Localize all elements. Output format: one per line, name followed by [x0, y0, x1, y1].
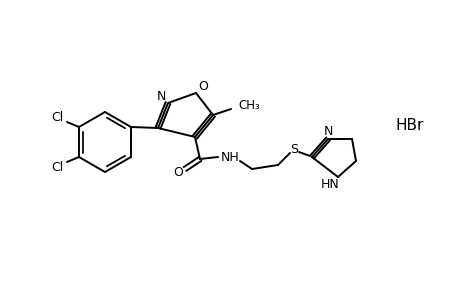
Text: O: O — [173, 167, 183, 179]
Text: Cl: Cl — [51, 110, 63, 124]
Text: CH₃: CH₃ — [237, 98, 259, 112]
Text: N: N — [156, 89, 165, 103]
Text: NH: NH — [220, 151, 239, 164]
Text: N: N — [323, 124, 332, 137]
Text: Cl: Cl — [51, 160, 63, 173]
Text: S: S — [289, 142, 297, 155]
Text: HN: HN — [320, 178, 339, 191]
Text: O: O — [198, 80, 207, 92]
Text: HBr: HBr — [395, 118, 423, 133]
